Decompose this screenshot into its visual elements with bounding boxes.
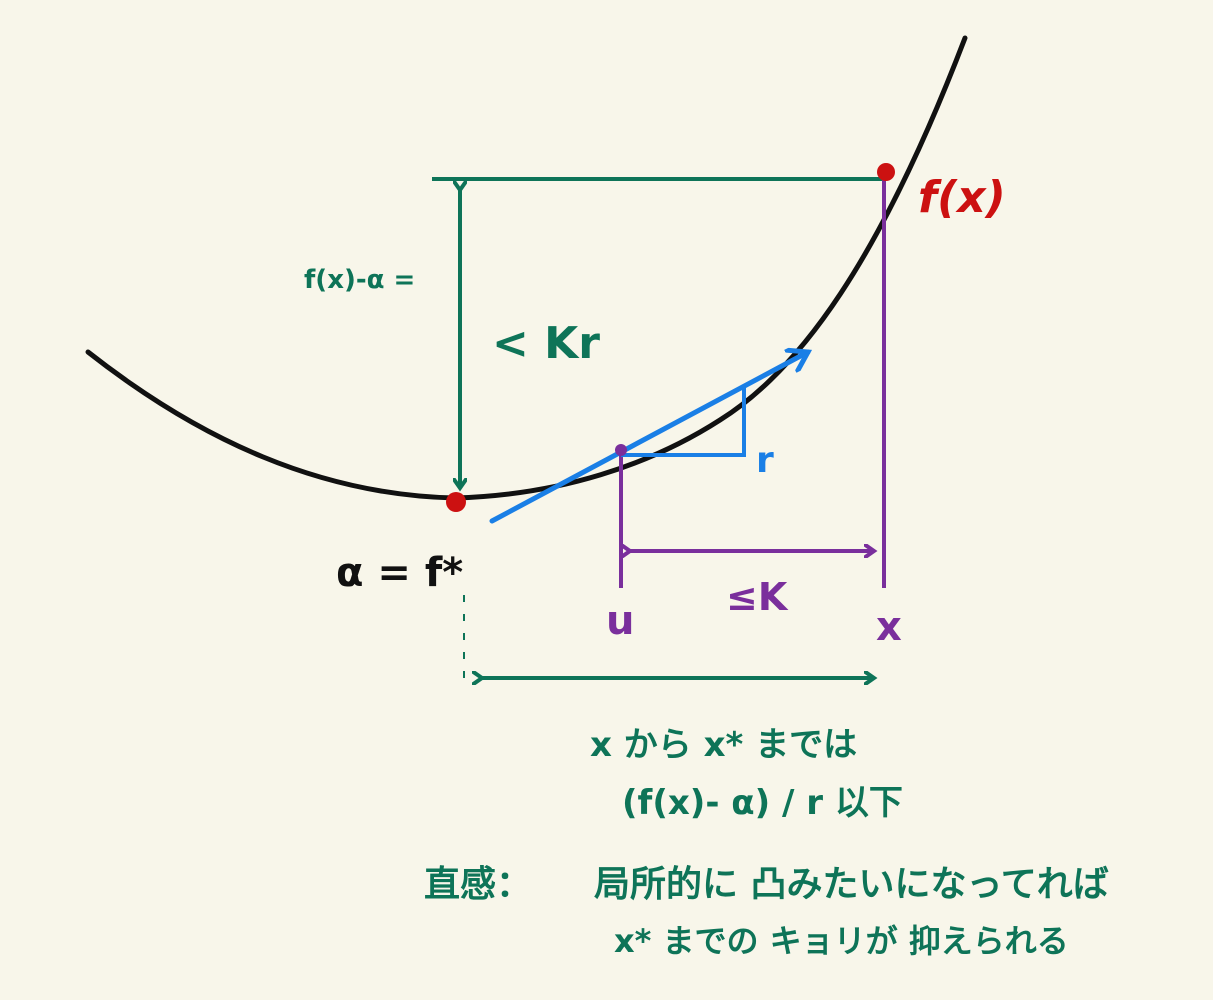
slope-triangle [621, 387, 746, 457]
fx-minus-alpha-label: f(x)-α = [304, 265, 415, 295]
le-k-label: ≤K [726, 575, 789, 619]
lt-kr-label: < Kr [492, 318, 600, 369]
minimum-point [446, 492, 466, 512]
alpha-eq-label: α = f* [336, 550, 463, 596]
fx-point [877, 163, 895, 181]
tangent-arrow [489, 352, 808, 524]
note-line-2: (f(x)- α) / r 以下 [622, 783, 903, 823]
note-line-1: x から x* までは [590, 725, 857, 765]
slope-r-label: r [756, 440, 774, 481]
intuition-line-1: 局所的に 凸みたいになってれば [594, 864, 1109, 905]
fx-point-label: f(x) [918, 172, 1006, 223]
x-label: x [876, 604, 902, 650]
function-curve [85, 35, 968, 501]
u-point [615, 444, 627, 456]
intuition-label: 直感： [424, 864, 532, 905]
u-label: u [606, 598, 634, 644]
intuition-line-2: x* までの キョリが 抑えられる [614, 922, 1069, 960]
